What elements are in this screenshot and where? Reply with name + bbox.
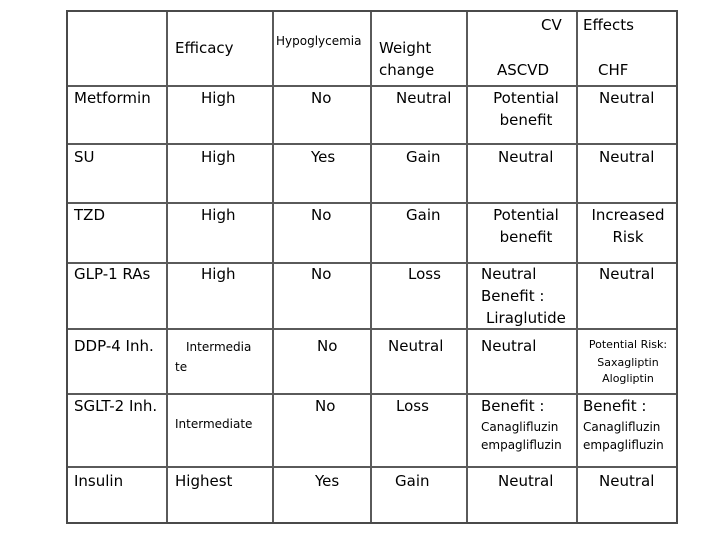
- header-hypoglycemia: Hypoglycemia: [276, 34, 362, 48]
- drug-name: DDP-4 Inh.: [74, 337, 154, 355]
- header-weight-change-line1: Weight: [379, 39, 432, 57]
- row-divider: [68, 202, 676, 204]
- row-divider: [68, 143, 676, 145]
- efficacy-value-line1: Intermedia: [186, 340, 252, 354]
- column-divider: [166, 12, 168, 522]
- ascvd-value: Neutral: [498, 472, 554, 490]
- column-divider: [576, 12, 578, 522]
- row-divider: [68, 466, 676, 468]
- chf-value-line3: empaglifluzin: [583, 438, 664, 452]
- chf-value: Neutral: [599, 148, 655, 166]
- chf-value-line2: Risk: [612, 228, 644, 246]
- column-divider: [370, 12, 372, 522]
- chf-value-line1: Increased: [591, 206, 665, 224]
- ascvd-value-line1: Benefit :: [481, 397, 545, 415]
- drug-name: TZD: [74, 206, 105, 224]
- weight-change-value: Loss: [396, 397, 429, 415]
- row-divider: [68, 262, 676, 264]
- efficacy-value: High: [201, 206, 236, 224]
- chf-value-line1: Potential Risk:: [588, 338, 668, 351]
- hypoglycemia-value: Yes: [311, 148, 336, 166]
- efficacy-value-line2: te: [175, 360, 188, 374]
- drug-name: Insulin: [74, 472, 124, 490]
- ascvd-value-line2: Benefit :: [481, 287, 545, 305]
- hypoglycemia-value: No: [311, 89, 332, 107]
- header-chf: CHF: [598, 61, 629, 79]
- header-efficacy: Efficacy: [175, 39, 234, 57]
- weight-change-value: Gain: [406, 206, 441, 224]
- ascvd-value: Neutral: [481, 337, 537, 355]
- ascvd-value-line1: Neutral: [481, 265, 537, 283]
- header-ascvd: ASCVD: [497, 61, 550, 79]
- ascvd-value-line2: benefit: [499, 111, 553, 129]
- drug-name: SGLT-2 Inh.: [74, 397, 158, 415]
- row-divider: [68, 393, 676, 395]
- hypoglycemia-value: No: [315, 397, 336, 415]
- column-divider: [272, 12, 274, 522]
- efficacy-value: High: [201, 265, 236, 283]
- hypoglycemia-value: No: [317, 337, 338, 355]
- header-weight-change-line2: change: [379, 61, 435, 79]
- chf-value: Neutral: [599, 265, 655, 283]
- ascvd-value-line3: empaglifluzin: [481, 438, 562, 452]
- hypoglycemia-value: No: [311, 206, 332, 224]
- weight-change-value: Loss: [408, 265, 441, 283]
- chf-value: Neutral: [599, 89, 655, 107]
- comparison-table: [66, 10, 678, 524]
- chf-value-line2: Saxagliptin: [597, 356, 659, 369]
- hypoglycemia-value: Yes: [315, 472, 340, 490]
- ascvd-value-line1: Potential: [493, 89, 559, 107]
- header-cv: CV: [541, 16, 562, 34]
- weight-change-value: Neutral: [388, 337, 444, 355]
- ascvd-value-line2: Canaglifluzin: [481, 420, 559, 434]
- ascvd-value-line1: Potential: [493, 206, 559, 224]
- drug-name: GLP-1 RAs: [74, 265, 151, 283]
- header-effects: Effects: [583, 16, 634, 34]
- chf-value: Neutral: [599, 472, 655, 490]
- efficacy-value: High: [201, 89, 236, 107]
- chf-value-line1: Benefit :: [583, 397, 647, 415]
- row-divider: [68, 328, 676, 330]
- ascvd-value-line2: benefit: [499, 228, 553, 246]
- weight-change-value: Gain: [406, 148, 441, 166]
- efficacy-value: Highest: [175, 472, 233, 490]
- ascvd-value: Neutral: [498, 148, 554, 166]
- chf-value-line3: Alogliptin: [602, 372, 654, 385]
- row-divider: [68, 85, 676, 87]
- weight-change-value: Neutral: [396, 89, 452, 107]
- weight-change-value: Gain: [395, 472, 430, 490]
- ascvd-value-line3: Liraglutide: [486, 309, 566, 327]
- efficacy-value: High: [201, 148, 236, 166]
- column-divider: [466, 12, 468, 522]
- chf-value-line2: Canaglifluzin: [583, 420, 661, 434]
- drug-name: SU: [74, 148, 95, 166]
- hypoglycemia-value: No: [311, 265, 332, 283]
- efficacy-value: Intermediate: [175, 417, 253, 431]
- drug-name: Metformin: [74, 89, 151, 107]
